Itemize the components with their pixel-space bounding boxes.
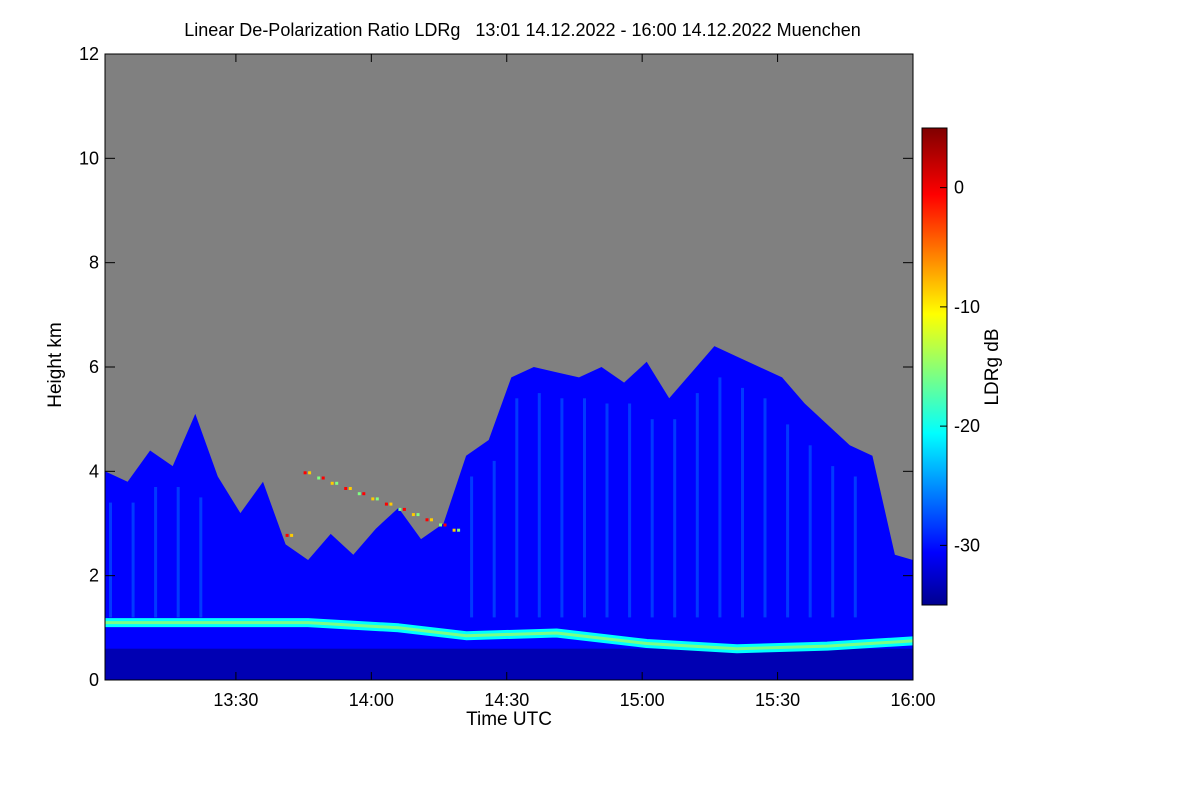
y-tick-label: 6 [89,357,99,377]
fall-streak [537,393,541,618]
scattered-ldr-pixel [321,476,325,480]
y-tick-label: 12 [79,44,99,64]
y-axis-label: Height km [45,322,66,408]
fall-streak [695,393,699,618]
fall-streak [154,487,158,618]
fall-streak [786,424,790,618]
y-tick-label: 10 [79,148,99,168]
chart-title: Linear De-Polarization Ratio LDRg 13:01 … [184,20,861,40]
scattered-ldr-pixel [317,476,321,480]
y-tick-label: 8 [89,253,99,273]
fall-streak [109,502,112,618]
x-tick-label: 14:00 [349,690,394,710]
x-tick-label: 15:30 [755,690,800,710]
fall-streak [176,487,180,618]
x-tick-label: 16:00 [890,690,935,710]
cloud-region [105,346,913,680]
scattered-ldr-pixel [357,492,361,496]
scattered-ldr-pixel [457,528,461,532]
scattered-ldr-pixel [416,513,420,517]
y-tick-label: 2 [89,566,99,586]
scattered-ldr-pixel [430,518,433,522]
fall-streak [492,460,496,618]
fall-streak [605,403,609,618]
scattered-ldr-pixel [371,497,375,501]
scattered-ldr-pixel [308,471,312,475]
scattered-ldr-pixel [384,502,388,506]
x-tick-label: 14:30 [484,690,529,710]
x-tick-label: 13:30 [213,690,258,710]
fall-streak [583,398,586,618]
fall-streak [199,497,203,618]
fall-streak [650,419,654,618]
fall-streak [763,398,767,618]
scattered-ldr-pixel [375,497,379,501]
near-surface-layer [105,648,913,680]
fall-streak [831,466,835,618]
scattered-ldr-pixel [402,507,406,511]
scattered-ldr-pixel [303,471,307,475]
fall-streak [470,476,474,618]
scattered-ldr-pixel [285,533,289,537]
fall-streak [628,403,632,618]
scattered-ldr-pixel [330,481,334,485]
x-tick-label: 15:00 [620,690,665,710]
colorbar-tick-label: -20 [954,416,980,436]
fall-streak [131,502,135,618]
colorbar-label: LDRg dB [982,328,1003,406]
scattered-ldr-pixel [362,492,366,496]
scattered-ldr-pixel [335,481,339,485]
colorbar-tick-label: -10 [954,297,980,317]
scattered-ldr-pixel [439,523,442,527]
scattered-ldr-pixel [344,487,348,490]
scattered-ldr-pixel [452,528,456,532]
colorbar [921,127,948,606]
fall-streak [673,419,677,618]
fall-streak [808,445,812,618]
colorbar-tick-label: -30 [954,535,980,555]
scattered-ldr-pixel [398,507,402,511]
colorbar-tick-label: 0 [954,178,964,198]
scattered-ldr-pixel [348,487,352,490]
scattered-ldr-pixel [411,513,415,517]
fall-streak [515,398,519,618]
scattered-ldr-pixel [389,502,393,506]
fall-streak [718,377,722,618]
fall-streak [560,398,564,618]
x-axis-label: Time UTC [466,709,552,730]
y-tick-label: 0 [89,670,99,690]
boundary-layer-band-core [105,621,913,651]
scattered-ldr-pixel [443,523,447,527]
fall-streak [741,387,744,618]
y-tick-label: 4 [89,461,99,481]
scattered-ldr-pixel [425,518,429,522]
scattered-ldr-pixel [290,533,294,537]
fall-streak [853,476,857,618]
